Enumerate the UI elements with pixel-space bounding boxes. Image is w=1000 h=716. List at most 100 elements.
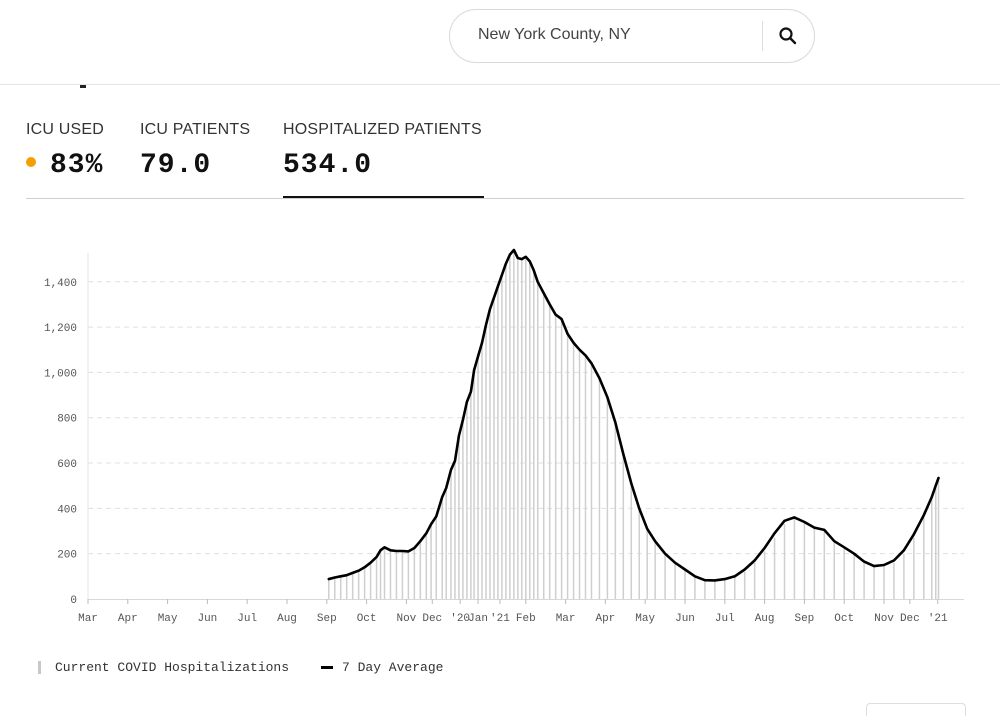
hospitalization-bar bbox=[533, 270, 535, 599]
hospitalization-bar bbox=[584, 354, 587, 599]
x-tick-label: Sep bbox=[317, 613, 337, 625]
hospitalization-bar bbox=[430, 524, 432, 599]
hospitalization-bar bbox=[517, 257, 519, 599]
x-tick-label: Oct bbox=[834, 613, 854, 625]
hospitalization-bar bbox=[614, 422, 617, 599]
hospitalization-bar bbox=[401, 550, 404, 599]
tab-icu-patients[interactable]: ICU PATIENTS 79.0 bbox=[140, 118, 260, 198]
hospitalization-bar bbox=[481, 345, 483, 599]
hospitalization-bar bbox=[525, 256, 527, 599]
x-tick-label: Aug bbox=[755, 613, 775, 625]
hospitalization-bar bbox=[853, 553, 855, 599]
location-search-input[interactable]: New York County, NY bbox=[478, 26, 631, 43]
hospitalization-bar bbox=[646, 528, 648, 599]
hospitalization-bar bbox=[435, 517, 437, 599]
tab-value: 534.0 bbox=[283, 150, 373, 181]
x-tick-label: May bbox=[635, 613, 655, 625]
x-tick-label: Jul bbox=[715, 613, 735, 625]
hospitalization-bar bbox=[934, 485, 937, 599]
hospitalizations-chart: 0 200 400 600 800 1,000 1,200 1,400 Mar Apr May Jun… bbox=[44, 248, 964, 625]
hospitalization-bar bbox=[466, 404, 468, 599]
tab-icu-used[interactable]: ICU USED 83% bbox=[26, 118, 126, 198]
hospitalization-bar bbox=[763, 551, 766, 599]
legend-label-line: 7 Day Average bbox=[342, 660, 444, 675]
hospitalization-bar bbox=[578, 349, 581, 599]
x-tick-label: Dec bbox=[900, 613, 920, 625]
tab-label: HOSPITALIZED PATIENTS bbox=[283, 121, 482, 138]
hospitalization-bar bbox=[813, 527, 816, 599]
legend-swatch-line bbox=[321, 666, 333, 669]
x-tick-label: Mar bbox=[78, 613, 98, 625]
hospitalization-bar bbox=[630, 483, 633, 599]
hospitalization-bar bbox=[572, 342, 575, 599]
x-tick-label: Jun bbox=[197, 613, 217, 625]
hospitalization-bar bbox=[395, 550, 398, 599]
hospitalization-bar bbox=[937, 477, 940, 599]
hospitalization-bar bbox=[379, 550, 382, 599]
status-dot bbox=[26, 156, 36, 167]
hospitalization-bar bbox=[542, 293, 545, 599]
tabs-divider bbox=[26, 198, 964, 199]
legend-label-bars: Current COVID Hospitalizations bbox=[55, 660, 290, 675]
x-tick-label: Mar bbox=[556, 613, 576, 625]
hospitalization-bar bbox=[351, 572, 354, 599]
hospitalization-bar bbox=[413, 549, 416, 599]
hospitalization-bar bbox=[843, 548, 845, 599]
y-tick-label: 200 bbox=[57, 550, 77, 562]
search-button[interactable] bbox=[772, 20, 804, 52]
hospitalization-bar bbox=[470, 391, 472, 599]
legend-swatch-bars bbox=[38, 661, 41, 674]
hospitalization-bar bbox=[674, 562, 676, 599]
hospitalization-bar bbox=[501, 274, 503, 599]
hospitalization-bar bbox=[462, 422, 464, 599]
hospitalization-bar bbox=[913, 537, 915, 599]
hospitalization-bar bbox=[654, 542, 656, 599]
x-tick-label: May bbox=[158, 613, 178, 625]
hospitalization-bar bbox=[485, 327, 487, 599]
y-tick-label: 400 bbox=[57, 504, 77, 516]
hospitalization-bar bbox=[454, 460, 456, 599]
hospitalization-bar bbox=[334, 577, 336, 599]
hospitalization-bar bbox=[497, 286, 499, 599]
hospitalization-bar bbox=[753, 562, 756, 599]
y-tick-label: 800 bbox=[57, 414, 77, 426]
hospitalization-bar bbox=[638, 508, 640, 599]
hospitalization-bar bbox=[883, 566, 885, 599]
tab-label: ICU PATIENTS bbox=[140, 121, 251, 138]
hospitalization-bar bbox=[407, 551, 410, 599]
tab-hospitalized-patients[interactable]: HOSPITALIZED PATIENTS 534.0 bbox=[283, 118, 484, 198]
hospitalization-bar bbox=[383, 547, 386, 599]
hospitalization-bar bbox=[441, 497, 443, 599]
y-tick-label: 1,000 bbox=[44, 368, 77, 380]
hospitalization-bar bbox=[505, 263, 507, 599]
hospitalization-bar bbox=[803, 521, 806, 599]
clipped-heading-fragment bbox=[80, 85, 86, 88]
hospitalization-bar bbox=[590, 363, 593, 599]
metric-tabs: ICU USED 83% ICU PATIENTS 79.0 HOSPITALI… bbox=[26, 118, 964, 198]
hospitalization-bar bbox=[734, 577, 736, 599]
x-tick-label: Nov bbox=[396, 613, 416, 625]
location-search[interactable]: New York County, NY bbox=[449, 9, 815, 63]
x-tick-label: '21 bbox=[928, 613, 948, 625]
hospitalization-bar bbox=[823, 529, 826, 599]
y-tick-label: 0 bbox=[70, 595, 77, 607]
x-tick-label: Nov bbox=[874, 613, 894, 625]
hospitalization-bar bbox=[529, 261, 531, 599]
x-tick-label: Apr bbox=[118, 613, 138, 625]
x-tick-label: Jun bbox=[675, 613, 695, 625]
hospitalization-bar bbox=[566, 333, 569, 599]
hospitalization-bar bbox=[489, 308, 491, 599]
x-tick-label: '21 bbox=[490, 613, 510, 625]
hospitalization-bar bbox=[684, 569, 686, 599]
hospitalization-bar bbox=[477, 356, 479, 599]
hospitalization-bar bbox=[622, 453, 625, 599]
hospitalization-bar bbox=[493, 297, 495, 599]
hospitalization-bar bbox=[743, 571, 746, 599]
y-tick-label: 600 bbox=[57, 459, 77, 471]
search-divider bbox=[762, 21, 763, 51]
hospitalization-bar bbox=[560, 320, 563, 599]
x-tick-label: Feb bbox=[516, 613, 536, 625]
x-tick-label: Apr bbox=[595, 613, 615, 625]
hospitalization-bar bbox=[893, 562, 895, 599]
hospitalization-bar bbox=[606, 397, 609, 599]
